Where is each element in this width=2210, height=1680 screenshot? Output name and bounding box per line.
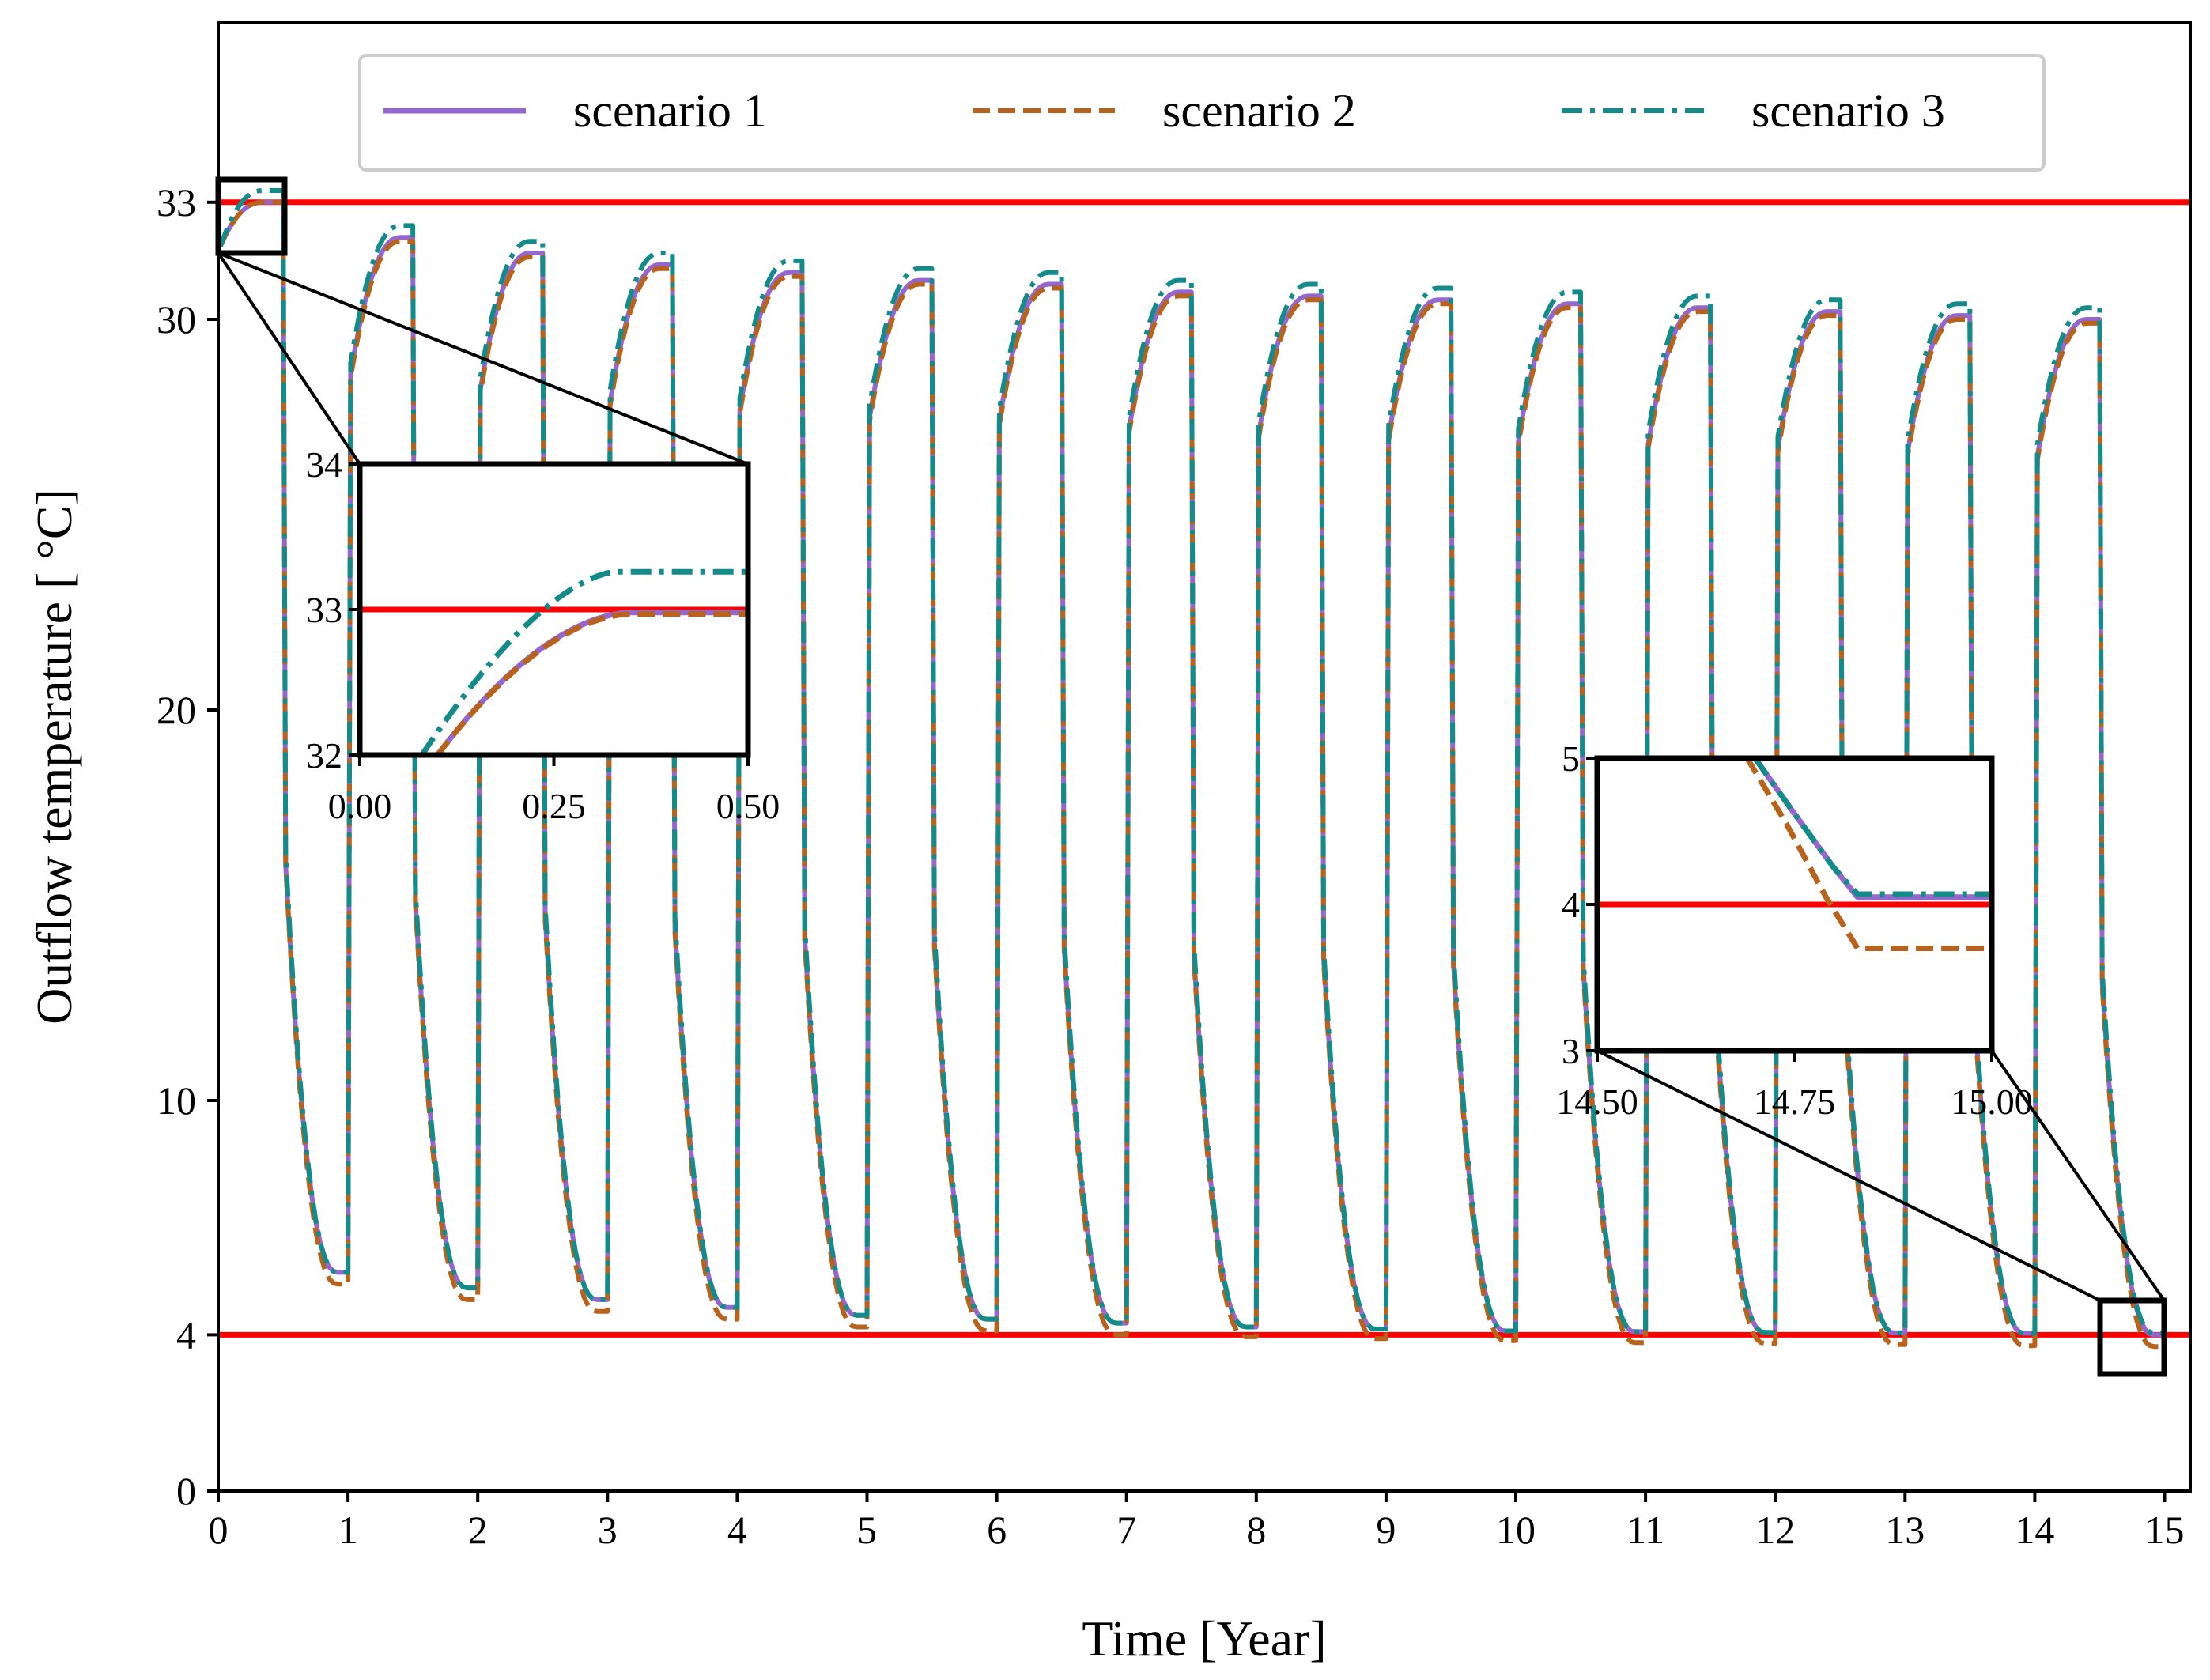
x-tick-label: 1 [338, 1508, 358, 1552]
inset-series-line-2 [435, 611, 748, 755]
y-tick-label: 33 [157, 180, 196, 225]
zoom-connector-start-1 [217, 251, 361, 466]
inset-series-line-3 [1752, 758, 1992, 897]
zoom-indicators [215, 176, 2167, 1377]
legend-label-scenario-2: scenario 2 [1162, 85, 1356, 137]
x-tick-label: 4 [727, 1508, 747, 1552]
inset-y-tick-label: 5 [1562, 738, 1580, 779]
x-tick-label: 9 [1376, 1508, 1396, 1552]
inset-x-tick-label: 0.50 [716, 786, 780, 826]
x-tick-label: 13 [1885, 1508, 1925, 1552]
legend-label-scenario-1: scenario 1 [573, 85, 767, 137]
inset-y-tick-label: 3 [1562, 1031, 1580, 1071]
inset-x-tick-label: 14.50 [1556, 1082, 1638, 1122]
inset-end: 14.50 14.75 15.00 3 4 5 [1556, 738, 2033, 1122]
inset-x-tick-label: 0.25 [522, 786, 586, 826]
x-tick-label: 11 [1626, 1508, 1664, 1552]
x-tick-label: 14 [2015, 1508, 2054, 1552]
x-tick-label: 2 [468, 1508, 488, 1552]
inset-series-line-3 [419, 568, 748, 755]
inset-y-tick-label: 32 [306, 735, 342, 776]
inset-x-tick-label: 0.00 [328, 786, 392, 826]
zoom-box-start [215, 176, 288, 256]
x-tick-label: 0 [209, 1508, 229, 1552]
legend: scenario 1 scenario 2 scenario 3 [358, 54, 2046, 172]
x-tick-label: 10 [1496, 1508, 1536, 1552]
x-tick-label: 6 [987, 1508, 1007, 1552]
zoom-connector-end-2 [1990, 1049, 2166, 1302]
inset-y-tick-label: 33 [306, 590, 342, 630]
inset-x-tick-label: 14.75 [1754, 1082, 1836, 1122]
x-tick-label: 12 [1755, 1508, 1795, 1552]
zoom-box-end [2097, 1297, 2167, 1377]
y-tick-label: 30 [157, 297, 196, 342]
y-tick-label: 4 [176, 1312, 196, 1357]
y-tick-label: 10 [157, 1078, 196, 1123]
inset-y-tick-label: 34 [306, 444, 342, 485]
plot-frame [217, 21, 2192, 1493]
x-tick-label: 3 [598, 1508, 618, 1552]
x-axis-title: Time [Year] [1082, 1610, 1326, 1667]
zoom-connector-end-1 [1596, 1049, 2101, 1302]
y-tick-label: 0 [176, 1469, 196, 1513]
inset-y-tick-label: 4 [1562, 885, 1580, 925]
series-line-3 [218, 188, 2165, 1336]
y-tick-label: 20 [157, 688, 196, 732]
series-line-1 [218, 199, 2165, 1338]
x-tick-label: 8 [1246, 1508, 1266, 1552]
x-tick-label: 5 [857, 1508, 877, 1552]
inset-start: 0.00 0.25 0.50 32 33 34 [306, 444, 780, 826]
y-axis-title: Outflow temperature [ °C] [26, 489, 82, 1025]
legend-box [358, 54, 2046, 172]
x-tick-label: 15 [2145, 1508, 2185, 1552]
inset-x-tick-label: 15.00 [1951, 1082, 2033, 1122]
zoom-connector-start-2 [217, 251, 749, 466]
legend-label-scenario-3: scenario 3 [1751, 85, 1945, 137]
x-tick-label: 7 [1116, 1508, 1136, 1552]
plot-area [217, 21, 2192, 1493]
inset-series-line-2 [1744, 758, 1992, 951]
